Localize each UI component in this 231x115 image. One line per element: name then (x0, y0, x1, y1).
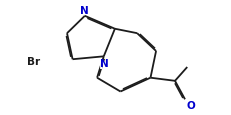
Text: O: O (185, 100, 195, 113)
Text: N: N (80, 6, 89, 16)
Text: N: N (99, 58, 108, 68)
Text: N: N (99, 58, 109, 71)
Text: O: O (185, 100, 194, 110)
Text: Br: Br (26, 57, 40, 67)
Text: N: N (79, 3, 89, 16)
